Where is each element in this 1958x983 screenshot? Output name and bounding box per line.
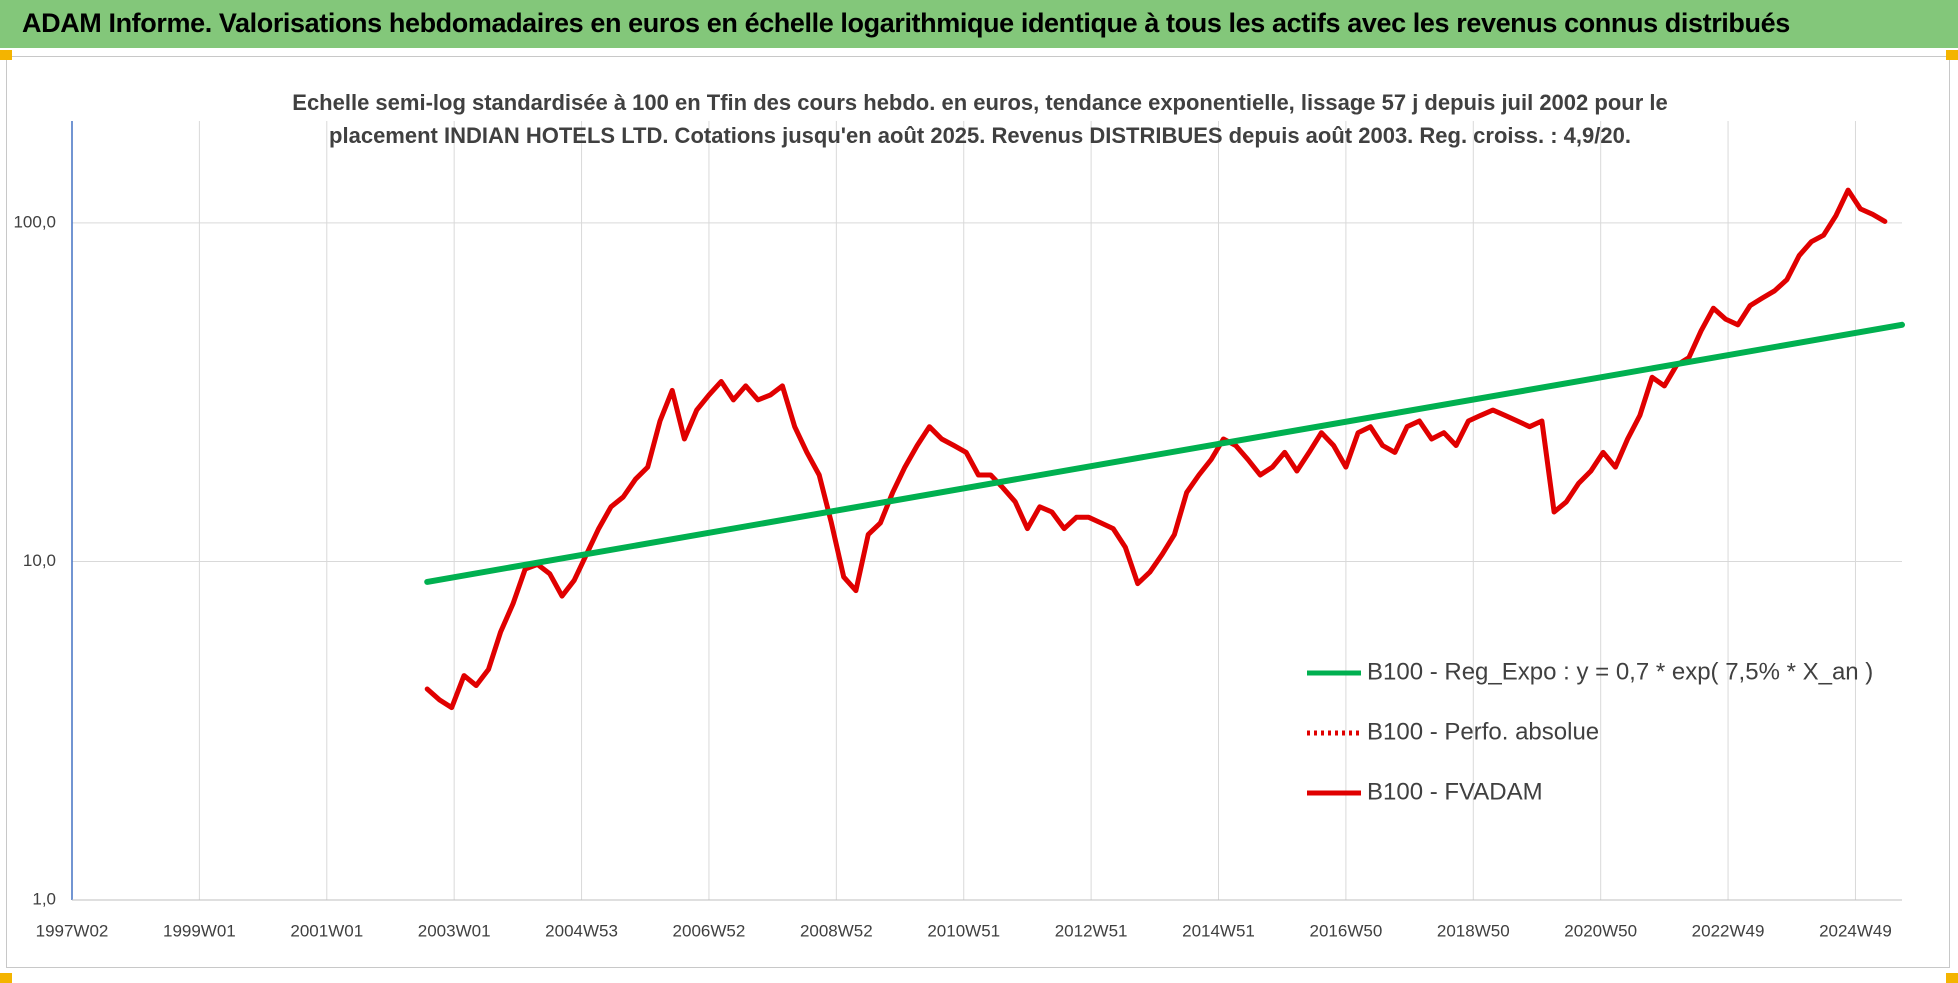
chart-frame <box>6 56 1950 968</box>
x-tick-label: 2003W01 <box>418 921 491 940</box>
x-tick-label: 1999W01 <box>163 921 236 940</box>
corner-mark <box>1946 973 1958 983</box>
x-tick-label: 2004W53 <box>545 921 618 940</box>
x-tick-label: 2022W49 <box>1692 921 1765 940</box>
x-tick-label: 1997W02 <box>36 921 109 940</box>
corner-mark <box>0 50 12 60</box>
data-line <box>424 321 1905 585</box>
y-tick-label: 1,0 <box>32 889 56 908</box>
x-tick-label: 2006W52 <box>673 921 746 940</box>
x-tick-label: 2024W49 <box>1819 921 1892 940</box>
header-bar: ADAM Informe. Valorisations hebdomadaire… <box>0 0 1958 48</box>
corner-mark <box>0 973 12 983</box>
corner-mark <box>1946 50 1958 60</box>
x-tick-label: 2010W51 <box>927 921 1000 940</box>
y-tick-label: 100,0 <box>13 212 56 231</box>
page-title: ADAM Informe. Valorisations hebdomadaire… <box>22 8 1790 38</box>
x-tick-label: 2012W51 <box>1055 921 1128 940</box>
x-tick-label: 2014W51 <box>1182 921 1255 940</box>
x-tick-label: 2020W50 <box>1564 921 1637 940</box>
y-tick-label: 10,0 <box>23 551 56 570</box>
x-tick-label: 2016W50 <box>1310 921 1383 940</box>
x-tick-label: 2008W52 <box>800 921 873 940</box>
legend-label: B100 - Perfo. absolue <box>1367 718 1599 745</box>
legend-label: B100 - Reg_Expo : y = 0,7 * exp( 7,5% * … <box>1367 658 1873 685</box>
data-line <box>424 187 1888 711</box>
x-tick-label: 2001W01 <box>290 921 363 940</box>
chart-subtitle: Echelle semi-log standardisée à 100 en T… <box>292 90 1668 148</box>
x-tick-label: 2018W50 <box>1437 921 1510 940</box>
legend-label: B100 - FVADAM <box>1367 778 1543 805</box>
